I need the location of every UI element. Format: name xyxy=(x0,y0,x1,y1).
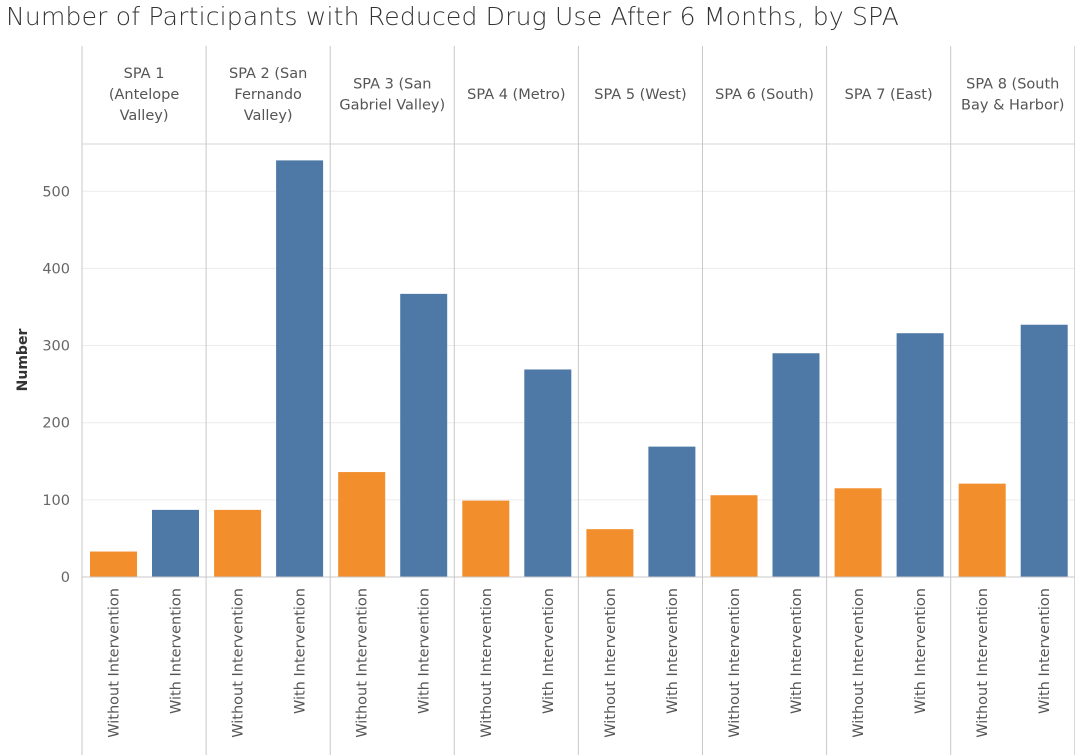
x-category-label: With Intervention xyxy=(169,588,185,714)
bar xyxy=(1020,324,1068,577)
group-header-label: SPA 3 (San xyxy=(353,77,431,93)
panel-frame xyxy=(81,46,1075,755)
chart-title: Number of Participants with Reduced Drug… xyxy=(6,2,900,31)
bar xyxy=(152,509,199,577)
x-category-label: Without Intervention xyxy=(851,588,867,738)
y-tick-label: 400 xyxy=(42,261,70,277)
bar xyxy=(90,551,137,577)
bar xyxy=(648,446,696,577)
bar xyxy=(896,333,944,577)
x-category-label: Without Intervention xyxy=(107,588,123,738)
x-category-label: Without Intervention xyxy=(479,588,495,738)
x-axis-labels: Without Intervention With Intervention Wit… xyxy=(107,588,1054,738)
bar xyxy=(710,495,758,577)
y-tick-label: 300 xyxy=(42,339,70,355)
y-tick-label: 0 xyxy=(61,570,70,586)
x-category-label: With Intervention xyxy=(913,588,929,714)
group-header-label: SPA 2 (San xyxy=(229,66,307,82)
y-axis-ticks: 0 100 200 300 400 500 xyxy=(42,184,70,586)
group-header-label: Valley) xyxy=(244,108,293,124)
bar xyxy=(772,353,820,577)
bar xyxy=(400,293,448,577)
bar xyxy=(338,472,386,577)
group-header-label: Fernando xyxy=(234,87,302,103)
y-tick-label: 100 xyxy=(42,493,70,509)
group-header-label: SPA 4 (Metro) xyxy=(467,87,565,103)
group-headers: SPA 1 (Antelope Valley) SPA 2 (San Fernando V… xyxy=(109,66,1065,124)
bar xyxy=(276,160,324,577)
x-category-label: With Intervention xyxy=(1037,588,1053,714)
bar xyxy=(462,500,510,577)
x-category-label: Without Intervention xyxy=(603,588,619,738)
bar xyxy=(958,483,1006,577)
bars xyxy=(90,160,1068,577)
y-tick-label: 200 xyxy=(42,416,70,432)
x-category-label: With Intervention xyxy=(293,588,309,714)
group-header-label: Gabriel Valley) xyxy=(339,98,445,114)
group-header-label: SPA 1 xyxy=(124,66,165,82)
bar xyxy=(214,509,262,577)
x-category-label: With Intervention xyxy=(417,588,433,714)
x-category-label: With Intervention xyxy=(789,588,805,714)
y-axis-label: Number xyxy=(15,329,31,392)
bar xyxy=(586,529,634,577)
group-header-label: SPA 8 (South xyxy=(966,77,1059,93)
group-header-label: Bay & Harbor) xyxy=(961,98,1064,114)
group-header-label: SPA 5 (West) xyxy=(594,87,686,103)
x-category-label: With Intervention xyxy=(665,588,681,714)
bar xyxy=(834,488,882,577)
y-tick-label: 500 xyxy=(42,184,70,200)
x-category-label: Without Intervention xyxy=(727,588,743,738)
group-header-label: (Antelope xyxy=(109,87,179,103)
group-header-label: SPA 6 (South) xyxy=(715,87,814,103)
x-category-label: Without Intervention xyxy=(355,588,371,738)
x-category-label: Without Intervention xyxy=(975,588,991,738)
x-category-label: With Intervention xyxy=(541,588,557,714)
group-header-label: SPA 7 (East) xyxy=(845,87,933,103)
x-category-label: Without Intervention xyxy=(231,588,247,738)
group-header-label: Valley) xyxy=(120,108,169,124)
bar xyxy=(524,369,572,577)
